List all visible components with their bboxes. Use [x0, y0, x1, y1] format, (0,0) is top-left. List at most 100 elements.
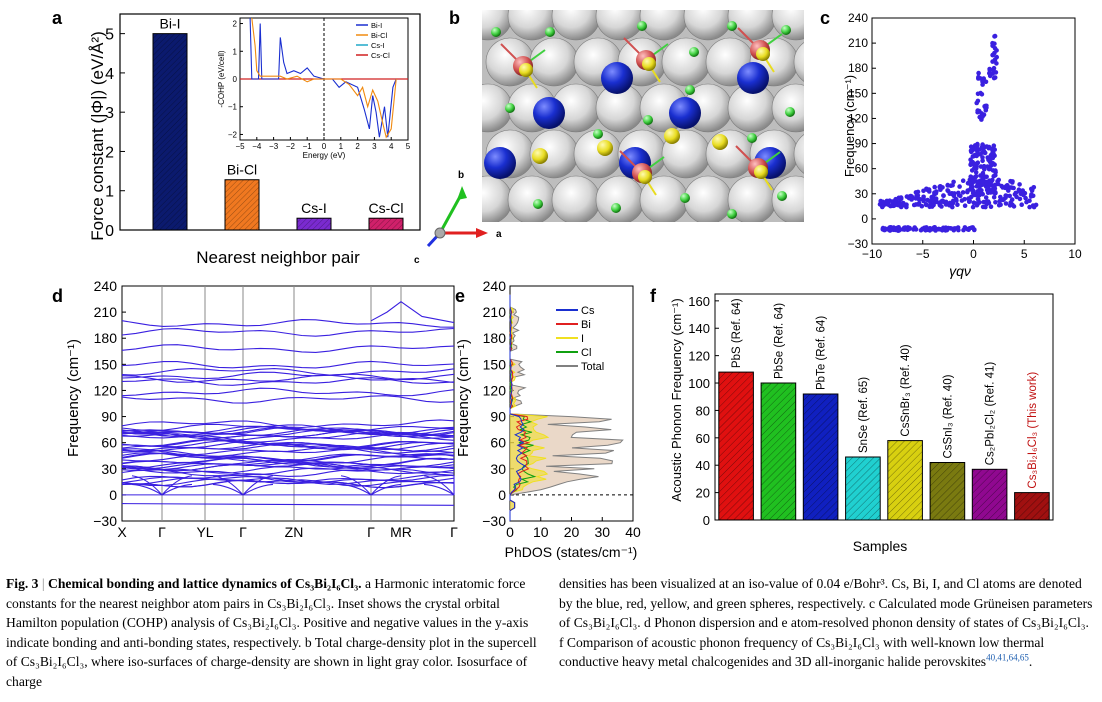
a-inset-xtick-label: −3: [269, 142, 279, 151]
f-x-axis-label: Samples: [853, 538, 907, 554]
c-point: [975, 91, 981, 97]
c-point: [921, 196, 926, 201]
c-point: [983, 79, 989, 85]
a-y-axis-label: Force constant (|Φ|) (eV/Å²): [88, 31, 107, 240]
c-point: [918, 227, 924, 233]
c-point: [998, 202, 1003, 207]
c-point: [1009, 185, 1014, 190]
a-inset-ylabel: -COHP (eV/cell): [217, 50, 226, 108]
c-point: [932, 184, 937, 190]
d-kpoint-label: MR: [390, 524, 412, 540]
e-y-axis-label: Frequency (cm⁻¹): [455, 339, 472, 457]
d-phonon-branch: [121, 439, 455, 448]
e-legend-label: I: [581, 333, 584, 345]
d-ytick-label: 60: [101, 435, 117, 451]
a-ytick-label: 4: [105, 66, 114, 83]
c-point: [990, 71, 995, 76]
caption-left-text: a Harmonic interatomic force constants f…: [6, 576, 537, 689]
b-cl-atom: [747, 133, 757, 143]
d-phonon-branch: [121, 477, 455, 485]
d-kpoint-label: YL: [196, 524, 213, 540]
c-point: [997, 198, 1002, 204]
c-point: [947, 191, 953, 196]
d-phonon-branch: [121, 457, 455, 466]
c-ytick-label: 120: [848, 111, 868, 125]
a-ytick-label: 5: [105, 27, 114, 44]
d-kpoint-label: Γ: [158, 524, 166, 540]
c-point: [993, 168, 998, 173]
panel-d-phonon-dispersion: Frequency (cm⁻¹) −30 0 30 60 90 120 150 180 210 2…: [65, 280, 458, 540]
d-phonon-branch: [121, 466, 455, 474]
f-bar-label: PbSe (Ref. 64): [773, 303, 785, 379]
c-point: [959, 198, 965, 203]
e-legend-label: Cl: [581, 347, 591, 359]
b-cs-atom: [601, 62, 633, 94]
d-ytick-label: 180: [94, 330, 118, 346]
c-ytick-label: 30: [855, 187, 869, 201]
c-point: [1017, 196, 1023, 202]
c-point: [916, 196, 922, 202]
c-point: [988, 163, 994, 168]
a-inset-legend-label: Cs-I: [371, 41, 385, 50]
b-i-atom: [664, 128, 680, 144]
d-acoustic-branch: [212, 475, 244, 496]
c-point: [898, 195, 904, 200]
caption-refs: 40,41,64,65: [986, 652, 1029, 663]
c-point: [994, 61, 999, 66]
c-point: [1017, 182, 1022, 187]
e-ytick-label: 90: [490, 409, 506, 425]
d-phonon-branch: [121, 479, 455, 489]
f-bar: [929, 462, 966, 521]
d-phonon-branch: [121, 319, 455, 328]
c-point: [961, 227, 966, 233]
b-cs-atom: [669, 97, 701, 129]
d-ytick-label: 0: [109, 487, 117, 503]
c-point: [931, 202, 936, 208]
c-point: [1019, 202, 1024, 207]
f-bar-label: CsSnBr₃ (Ref. 40): [900, 344, 912, 436]
b-cl-atom: [533, 199, 543, 209]
b-cs-atom: [484, 147, 516, 179]
c-point: [991, 67, 996, 72]
d-phonon-branch: [121, 395, 455, 404]
b-i-atom: [754, 165, 768, 179]
b-cl-atom: [491, 27, 501, 37]
a-inset-legend-label: Bi-I: [371, 21, 382, 30]
b-isosurface: [705, 129, 755, 179]
d-ytick-label: 90: [101, 409, 117, 425]
c-xtick-label: −5: [916, 247, 930, 261]
b-cl-atom: [785, 107, 795, 117]
c-point: [905, 227, 911, 232]
c-point: [927, 226, 933, 231]
c-point: [919, 203, 925, 209]
e-ytick-label: −30: [482, 513, 506, 529]
b-cl-atom: [727, 21, 737, 31]
c-point: [1012, 192, 1018, 197]
a-inset-ytick-label: 2: [233, 20, 238, 29]
c-point: [981, 163, 987, 169]
c-point: [984, 105, 989, 110]
caption-left-column: Fig. 3 | Chemical bonding and lattice dy…: [6, 576, 537, 689]
c-point: [968, 144, 974, 149]
c-point: [943, 202, 949, 207]
c-point: [955, 225, 961, 230]
c-point: [887, 228, 893, 233]
c-ytick-label: 240: [848, 11, 868, 25]
c-point: [949, 226, 954, 231]
c-point: [952, 191, 957, 196]
c-point: [926, 187, 932, 192]
c-point: [893, 202, 898, 208]
b-i-atom: [756, 47, 770, 61]
f-bar-label: Cs₃Bi₂I₆Cl₃ (This work): [1027, 372, 1039, 489]
c-point: [969, 194, 974, 200]
b-isosurface: [507, 175, 557, 222]
c-point: [940, 185, 945, 190]
c-ytick-label: 90: [855, 137, 869, 151]
c-point: [986, 145, 992, 151]
d-imaginary-branch: [121, 503, 455, 506]
c-point: [992, 75, 998, 80]
b-cl-atom: [689, 47, 699, 57]
a-inset-xtick-label: −1: [303, 142, 313, 151]
b-isosurface: [683, 175, 733, 222]
c-point: [929, 194, 934, 200]
